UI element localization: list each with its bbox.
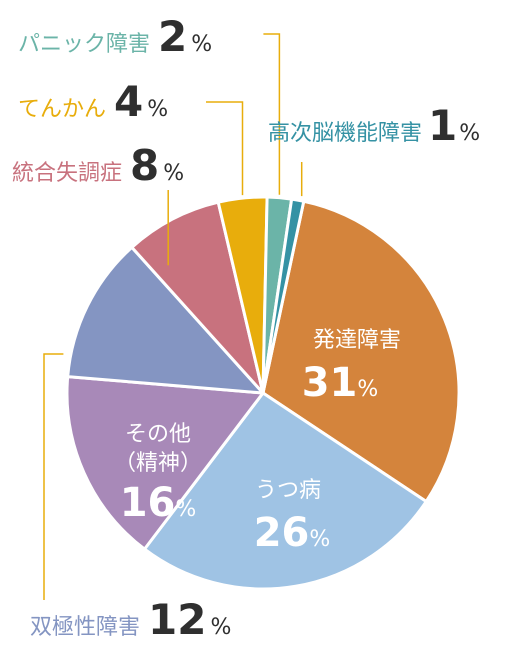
label-togo: 統合失調症 8% [12,141,184,190]
label-tenkan-name: てんかん [18,97,106,122]
label-hattatsu-pct: % [357,377,378,402]
label-sonota-name: その他 [125,422,191,447]
label-sokyoku: 双極性障害 12% [30,595,231,644]
leader-tenkan [206,101,244,196]
label-koji-pct: % [459,121,480,146]
label-koji-value: 1 [428,101,457,150]
label-panic-value: 2 [158,12,187,61]
label-panic-name: パニック障害 [18,32,150,57]
pie-slices [65,195,461,591]
label-togo-name: 統合失調症 [12,161,122,186]
label-sokyoku-value: 12 [148,595,206,644]
label-tenkan: てんかん 4% [18,77,168,126]
label-hattatsu: 発達障害 31% [302,328,401,406]
label-koji-name: 高次脳機能障害 [268,121,422,146]
slice-togo [130,200,265,395]
svg-text:26%: 26% [254,510,331,556]
label-hattatsu-name: 発達障害 [313,328,401,353]
label-utsu: うつ病 26% [254,478,331,556]
svg-text:31%: 31% [302,360,379,406]
slice-utsu [143,391,428,591]
label-panic-pct: % [191,32,212,57]
label-togo-pct: % [163,161,184,186]
slice-hattatsu [261,199,461,503]
label-sonota-value: 16 [120,480,176,526]
label-sokyoku-pct: % [210,615,231,640]
label-sonota-pct: % [175,497,196,522]
label-hattatsu-value: 31 [302,360,358,406]
label-sonota: その他 （精神） 16% [114,422,202,526]
svg-text:16%: 16% [120,480,197,526]
slice-sokyoku [66,245,265,395]
label-sokyoku-name: 双極性障害 [30,615,140,640]
label-panic: パニック障害 2% [18,12,212,61]
label-sonota-sub: （精神） [114,451,202,476]
label-utsu-pct: % [309,527,330,552]
slice-sonota [65,375,265,551]
leader-panic [263,33,281,195]
label-utsu-value: 26 [254,510,310,556]
slice-koji [261,197,306,395]
label-koji: 高次脳機能障害 1% [268,101,480,150]
label-togo-value: 8 [130,141,159,190]
label-tenkan-pct: % [147,97,168,122]
leader-sokyoku [43,353,64,600]
label-utsu-name: うつ病 [255,478,321,503]
leader-lines [43,33,303,600]
label-tenkan-value: 4 [114,77,143,126]
